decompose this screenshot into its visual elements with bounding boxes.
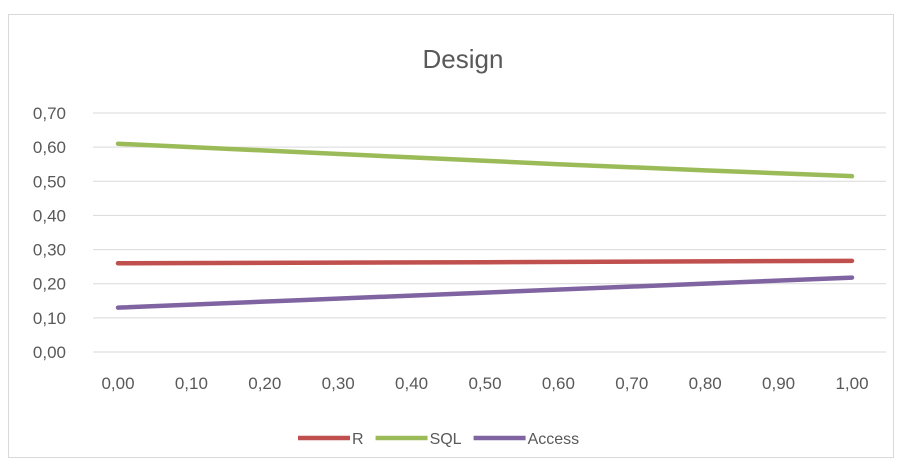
legend-label-access: Access (528, 431, 580, 448)
gridlines (93, 112, 886, 353)
x-tick-label: 1,00 (835, 374, 868, 393)
legend-label-sql: SQL (430, 431, 462, 448)
x-tick-label: 0,60 (542, 374, 575, 393)
y-tick-label: 0,70 (33, 104, 66, 123)
y-tick-label: 0,40 (33, 206, 66, 225)
legend: R SQL Access (298, 431, 579, 448)
x-tick-label: 0,10 (175, 374, 208, 393)
x-tick-label: 0,50 (468, 374, 501, 393)
x-tick-label: 0,70 (615, 374, 648, 393)
y-tick-label: 0,10 (33, 309, 66, 328)
series-lines (115, 141, 855, 310)
legend-label-r: R (352, 431, 364, 448)
series-line-sql (115, 141, 855, 179)
chart-frame (8, 14, 894, 458)
y-tick-label: 0,50 (33, 172, 66, 191)
series-line-access (115, 275, 855, 310)
y-tick-label: 0,60 (33, 138, 66, 157)
x-tick-label: 0,90 (762, 374, 795, 393)
x-tick-label: 0,40 (395, 374, 428, 393)
x-tick-label: 0,30 (322, 374, 355, 393)
y-tick-label: 0,30 (33, 241, 66, 260)
x-axis-ticks: 0,00 0,10 0,20 0,30 0,40 0,50 0,60 0,70 0,80 0,90… (101, 374, 868, 393)
y-tick-label: 0,00 (33, 343, 66, 362)
y-tick-label: 0,20 (33, 275, 66, 294)
y-axis-ticks: 0,00 0,10 0,20 0,30 0,40 0,50 0,60 0,70 (33, 104, 66, 362)
x-tick-label: 0,80 (689, 374, 722, 393)
series-line-r (115, 258, 855, 266)
x-tick-label: 0,20 (248, 374, 281, 393)
chart-title: Design (423, 44, 504, 74)
x-tick-label: 0,00 (101, 374, 134, 393)
